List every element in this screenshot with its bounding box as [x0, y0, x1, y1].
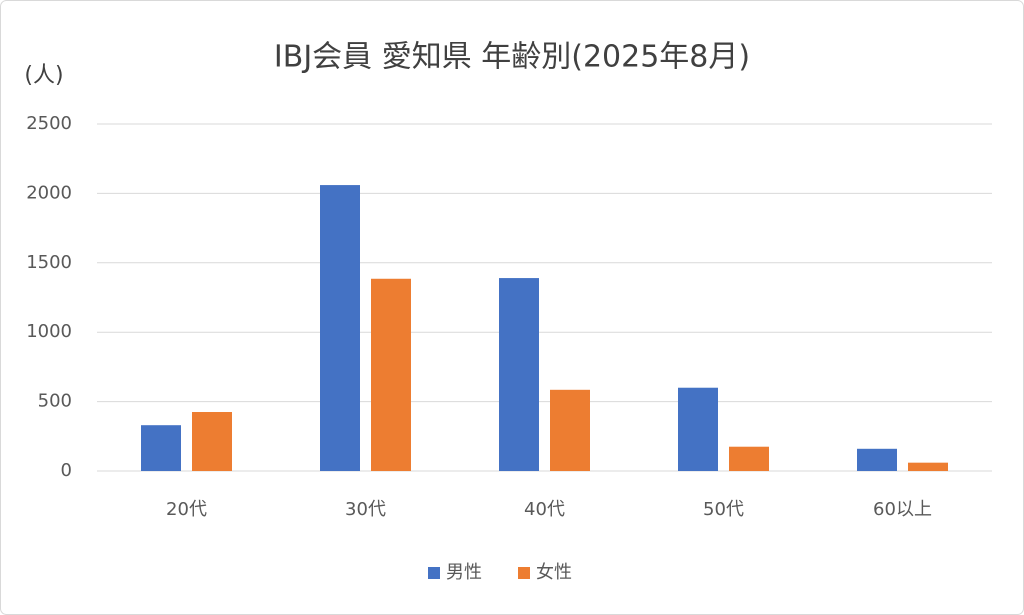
- y-tick-label: 2000: [26, 182, 72, 203]
- bar: [550, 389, 590, 471]
- x-tick-label: 40代: [524, 499, 565, 520]
- y-tick-label: 0: [61, 460, 72, 481]
- x-tick-label: 30代: [345, 499, 386, 520]
- x-tick-label: 60以上: [873, 499, 932, 520]
- y-tick-label: 500: [38, 391, 72, 412]
- y-tick-label: 1000: [26, 321, 72, 342]
- legend-swatch: [428, 567, 440, 579]
- legend-label: 女性: [536, 562, 572, 583]
- bar: [908, 462, 948, 471]
- legend-label: 男性: [446, 562, 482, 583]
- y-tick-label: 1500: [26, 252, 72, 273]
- y-tick-label: 2500: [26, 113, 72, 134]
- bar: [371, 278, 411, 471]
- x-tick-label: 50代: [703, 499, 744, 520]
- legend-swatch: [518, 567, 530, 579]
- bar: [729, 446, 769, 471]
- bar: [499, 278, 539, 471]
- y-axis-label: (人): [24, 63, 63, 88]
- bar: [320, 185, 360, 471]
- bar: [857, 448, 897, 471]
- chart-title: IBJ会員 愛知県 年齢別(2025年8月): [274, 40, 750, 75]
- bar: [141, 425, 181, 471]
- bar: [678, 387, 718, 471]
- x-tick-label: 20代: [166, 499, 207, 520]
- bar: [192, 412, 232, 471]
